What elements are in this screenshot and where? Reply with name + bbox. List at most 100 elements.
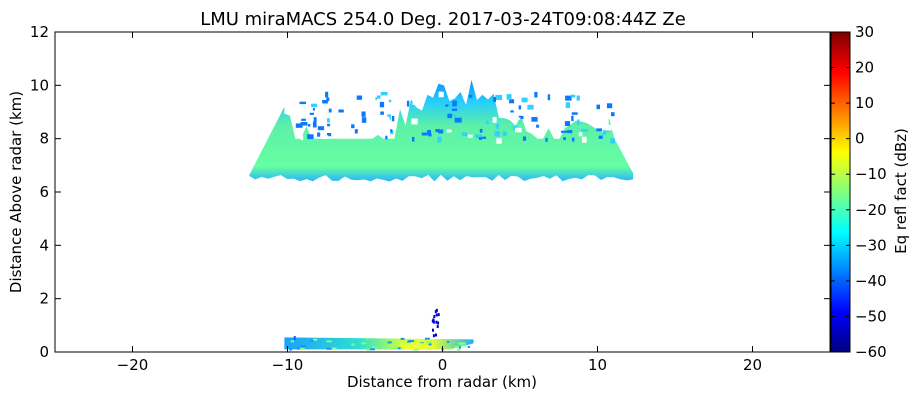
colorbar-tick-label: 20 xyxy=(855,59,874,77)
colorbar-label: Eq refl fact (dBz) xyxy=(892,128,910,254)
colorbar-tick-label: −60 xyxy=(855,343,887,361)
x-tick-label: 20 xyxy=(743,356,762,374)
echo-speckle xyxy=(596,128,602,132)
echo-speckle xyxy=(564,121,571,126)
echo-speckle xyxy=(571,115,574,122)
echo-speckle xyxy=(327,123,331,127)
echo-speckle xyxy=(479,128,483,133)
echo-speckle xyxy=(307,134,314,140)
echo-speckle xyxy=(567,130,573,134)
echo-speckle xyxy=(531,117,538,122)
echo-speckle xyxy=(478,136,483,140)
low-level-echo xyxy=(284,337,474,350)
echo-speckle xyxy=(374,110,381,115)
echo-speckle xyxy=(377,98,384,101)
colorbar-tick-label: −40 xyxy=(855,272,887,290)
low-echo-max xyxy=(400,342,429,350)
echo-speckle xyxy=(545,137,548,142)
echo-speckle xyxy=(465,104,472,107)
echo-speckle xyxy=(312,96,316,102)
narrow-echo-point xyxy=(436,325,439,328)
y-tick-label: 0 xyxy=(39,343,49,361)
plot-background xyxy=(55,32,830,352)
narrow-echo-point xyxy=(437,321,440,325)
echo-speckle xyxy=(456,348,461,351)
y-tick-label: 6 xyxy=(39,183,49,201)
echo-speckle xyxy=(438,129,444,134)
echo-speckle xyxy=(475,134,482,138)
echo-speckle xyxy=(452,114,456,117)
colorbar-tick-label: 10 xyxy=(855,94,874,112)
echo-speckle xyxy=(547,94,551,101)
echo-speckle xyxy=(445,104,449,107)
echo-speckle xyxy=(322,135,329,139)
echo-speckle xyxy=(351,124,355,129)
echo-speckle xyxy=(414,92,421,98)
echo-speckle xyxy=(406,100,410,107)
echo-speckle xyxy=(516,117,521,120)
echo-speckle xyxy=(328,108,332,113)
echo-speckle xyxy=(384,347,389,350)
echo-speckle xyxy=(563,137,566,141)
y-tick-label: 10 xyxy=(30,76,49,94)
echo-speckle xyxy=(322,100,328,104)
y-tick-label: 4 xyxy=(39,236,49,254)
echo-speckle xyxy=(534,132,539,137)
echo-speckle xyxy=(300,345,306,348)
echo-speckle xyxy=(461,132,468,137)
echo-speckle xyxy=(326,97,330,102)
echo-speckle xyxy=(416,95,424,102)
y-tick-label: 8 xyxy=(39,130,49,148)
echo-speckle xyxy=(387,341,392,344)
echo-speckle xyxy=(565,95,572,101)
echo-speckle xyxy=(312,108,315,111)
echo-speckle xyxy=(581,136,587,143)
echo-speckle xyxy=(571,112,578,115)
echo-speckle xyxy=(452,100,457,107)
echo-speckle xyxy=(412,102,418,105)
narrow-echo-point xyxy=(435,333,437,337)
echo-speckle xyxy=(578,132,583,137)
echo-speckle xyxy=(394,347,399,350)
echo-speckle xyxy=(327,133,332,137)
narrow-echo-point xyxy=(437,313,440,317)
echo-speckle xyxy=(518,115,524,120)
echo-speckle xyxy=(446,129,452,133)
echo-speckle xyxy=(300,135,304,141)
echo-speckle xyxy=(290,340,294,343)
colorbar-ticks: 30 20 10 0 −10 −20 −30 −40 −50 −60 xyxy=(831,23,887,361)
echo-speckle xyxy=(486,120,489,125)
narrow-echo-point xyxy=(431,319,434,323)
echo-speckle xyxy=(303,94,308,100)
echo-speckle xyxy=(390,121,393,124)
colorbar-tick-label: −30 xyxy=(855,236,887,254)
echo-speckle xyxy=(570,94,576,98)
echo-speckle xyxy=(312,121,317,128)
colorbar-tick-label: 30 xyxy=(855,23,874,41)
echo-speckle xyxy=(438,91,444,98)
echo-speckle xyxy=(388,99,392,103)
echo-speckle xyxy=(454,117,462,123)
echo-speckle xyxy=(502,131,507,137)
y-axis: 0 2 4 6 8 10 12 xyxy=(30,23,830,361)
narrow-echo-point xyxy=(432,334,435,338)
y-tick-label: 12 xyxy=(30,23,49,41)
echo-speckle xyxy=(421,132,428,136)
echo-speckle xyxy=(301,118,306,121)
echo-speckle xyxy=(459,102,466,107)
echo-speckle xyxy=(426,343,432,346)
x-tick-label: 0 xyxy=(438,356,448,374)
echo-speckle xyxy=(369,348,375,351)
echo-speckle xyxy=(597,118,601,123)
echo-speckle xyxy=(313,338,318,341)
echo-speckle xyxy=(392,116,395,122)
echo-speckle xyxy=(371,346,378,349)
x-tick-label: −20 xyxy=(117,356,149,374)
echo-speckle xyxy=(313,117,317,123)
echo-speckle xyxy=(610,138,615,144)
echo-speckle xyxy=(317,132,321,137)
echo-speckle xyxy=(354,129,358,134)
echo-speckle xyxy=(296,347,299,350)
echo-speckle xyxy=(518,105,522,110)
